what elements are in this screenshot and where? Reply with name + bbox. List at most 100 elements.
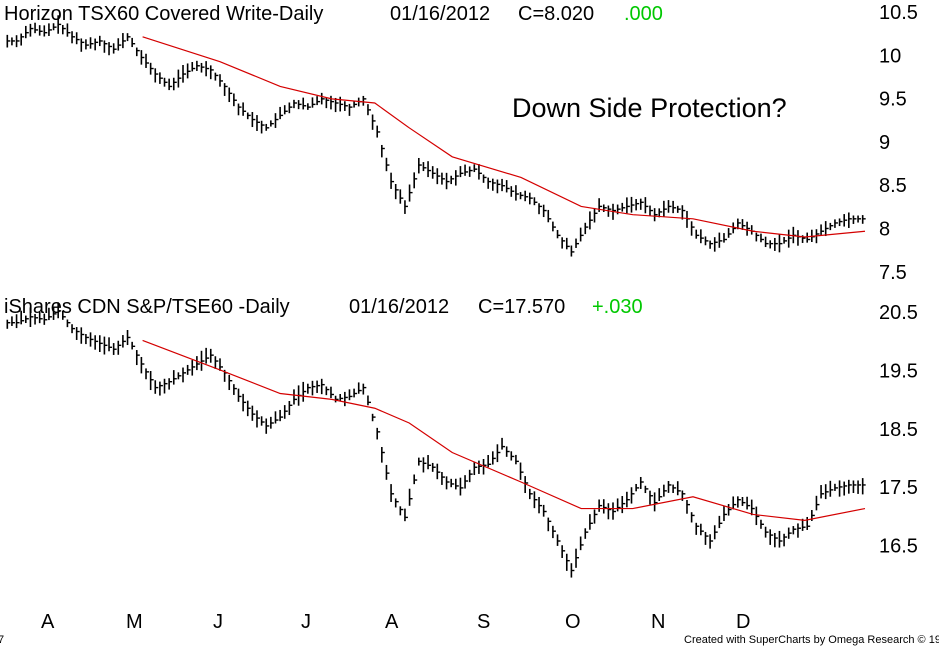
top-ohlc-bar — [325, 97, 330, 109]
bottom-ohlc-bar — [163, 378, 168, 394]
top-ohlc-bar — [681, 205, 686, 220]
top-ohlc-bar — [219, 74, 223, 87]
bottom-ohlc-bar — [270, 416, 274, 429]
top-ohlc-bar — [630, 196, 635, 213]
bottom-ohlc-bar — [672, 484, 677, 493]
top-ohlc-bar — [663, 200, 667, 217]
bottom-ohlc-bar — [755, 506, 760, 526]
top-ohlc-bar — [339, 96, 344, 112]
top-ohlc-bar — [491, 178, 496, 191]
bottom-ohlc-bar — [89, 332, 94, 347]
top-ohlc-bar — [348, 103, 353, 116]
top-ohlc-bar — [320, 92, 325, 105]
top-ohlc-bar — [834, 219, 838, 228]
bottom-ohlc-bar — [704, 531, 709, 545]
bottom-ohlc-bar — [140, 356, 145, 374]
top-ohlc-bar — [542, 204, 547, 218]
top-ohlc-bar — [108, 42, 113, 56]
top-ohlc-bar — [852, 215, 857, 224]
bottom-ohlc-bar — [353, 388, 358, 398]
bottom-ohlc-bar — [468, 469, 473, 483]
bottom-ohlc-bar — [57, 302, 62, 319]
top-ohlc-bar — [34, 22, 39, 34]
top-ohlc-bar — [667, 200, 672, 213]
bottom-ohlc-bar — [861, 478, 866, 495]
bottom-ohlc-bar — [792, 526, 797, 535]
bottom-ohlc-bar — [219, 358, 223, 371]
top-y-tick-label: 8.5 — [879, 175, 907, 197]
bottom-ohlc-bar — [15, 314, 20, 329]
top-ohlc-bar — [163, 77, 168, 87]
top-ohlc-bar — [159, 72, 163, 84]
top-ohlc-bar — [260, 120, 265, 134]
top-ohlc-bar — [112, 43, 117, 54]
bottom-ohlc-bar — [695, 522, 700, 535]
top-ohlc-bar — [11, 37, 15, 46]
top-ohlc-bar — [806, 232, 811, 243]
bottom-ohlc-bar — [122, 335, 126, 348]
top-ohlc-bar — [117, 38, 122, 51]
top-ohlc-bar — [561, 237, 566, 249]
top-ohlc-bar — [436, 168, 441, 185]
top-ohlc-bar — [38, 25, 43, 36]
bottom-ohlc-bar — [658, 488, 663, 501]
bottom-ohlc-bar — [829, 480, 834, 497]
top-ohlc-bar — [413, 172, 418, 189]
bottom-ohlc-bar — [71, 324, 76, 334]
top-ohlc-bar — [223, 83, 228, 96]
bottom-ohlc-bar — [769, 529, 774, 545]
bottom-y-tick-label: 16.5 — [879, 536, 918, 558]
bottom-ohlc-bar — [233, 384, 237, 395]
bottom-ohlc-bar — [515, 454, 519, 465]
top-ohlc-bar — [658, 208, 663, 218]
bottom-ohlc-bar — [408, 488, 413, 506]
top-ohlc-bar — [371, 114, 376, 130]
bottom-ohlc-bar — [98, 335, 103, 353]
x-axis-month-label: S — [477, 611, 490, 633]
top-ohlc-bar — [445, 172, 450, 190]
bottom-price-bars — [6, 302, 866, 578]
top-chart-close: C=8.020 — [518, 3, 594, 25]
top-ohlc-bar — [621, 202, 626, 212]
bottom-ohlc-bar — [228, 374, 233, 391]
top-ohlc-bar — [131, 37, 136, 48]
top-ohlc-bar — [524, 190, 529, 202]
top-ohlc-bar — [653, 208, 658, 222]
bottom-ohlc-bar — [43, 313, 48, 325]
bottom-ohlc-bar — [348, 389, 353, 401]
top-ohlc-bar — [80, 38, 85, 52]
bottom-ohlc-bar — [445, 476, 450, 490]
top-ohlc-bar — [496, 179, 501, 194]
top-ohlc-bar — [552, 221, 556, 232]
bottom-ohlc-bar — [774, 532, 778, 548]
top-ohlc-bar — [723, 233, 727, 243]
bottom-ohlc-bar — [510, 451, 515, 461]
top-ohlc-bar — [718, 232, 723, 248]
bottom-ohlc-bar — [834, 483, 838, 491]
bottom-y-tick-label: 18.5 — [879, 419, 918, 441]
bottom-ohlc-bar — [385, 464, 390, 480]
top-ohlc-bar — [787, 229, 792, 248]
top-ohlc-bar — [316, 96, 321, 106]
top-ohlc-bar — [15, 35, 20, 48]
bottom-ohlc-bar — [94, 335, 99, 350]
bottom-ohlc-bar — [422, 457, 427, 473]
top-ohlc-bar — [505, 180, 510, 193]
bottom-ohlc-bar — [732, 496, 737, 510]
top-ohlc-bar — [214, 72, 219, 81]
top-ohlc-bar — [713, 237, 718, 252]
top-ohlc-bar — [103, 40, 108, 53]
bottom-ohlc-bar — [441, 472, 445, 485]
bottom-ohlc-bar — [242, 393, 247, 412]
bottom-ohlc-bar — [519, 462, 524, 480]
bottom-ohlc-bar — [528, 488, 533, 500]
bottom-ohlc-bar — [376, 427, 381, 440]
x-axis-month-label: A — [385, 611, 399, 633]
top-ohlc-bar — [362, 95, 367, 106]
bottom-ohlc-bar — [279, 409, 284, 422]
bottom-ohlc-bar — [29, 307, 34, 327]
bottom-ohlc-bar — [718, 515, 723, 529]
top-ohlc-bar — [191, 62, 196, 72]
